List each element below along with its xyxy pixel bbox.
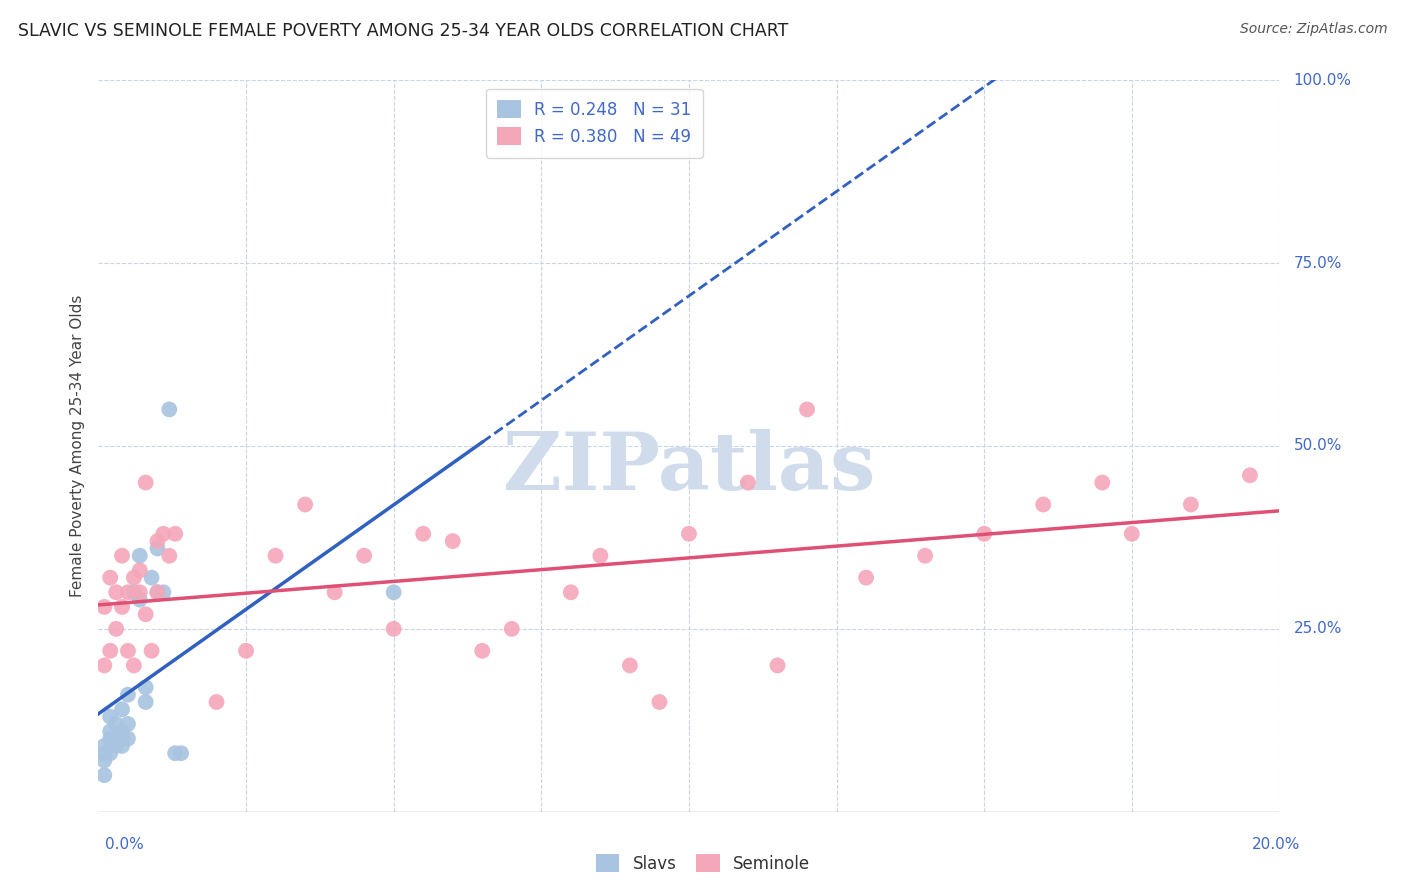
Point [294, 498, 316, 512]
Point [135, 475, 157, 490]
Text: 75.0%: 75.0% [1294, 256, 1341, 270]
Point [471, 644, 494, 658]
Point [98, 731, 121, 746]
Point [93, 754, 115, 768]
Point [128, 549, 150, 563]
Text: 100.0%: 100.0% [1294, 73, 1351, 87]
Point [135, 681, 157, 695]
Point [93, 658, 115, 673]
Point [737, 475, 759, 490]
Point [105, 717, 128, 731]
Text: 50.0%: 50.0% [1294, 439, 1341, 453]
Point [98, 644, 121, 658]
Point [560, 585, 582, 599]
Point [111, 724, 134, 739]
Point [117, 717, 139, 731]
Point [382, 622, 405, 636]
Point [157, 402, 180, 417]
Text: ZIPatlas: ZIPatlas [503, 429, 875, 507]
Point [141, 644, 163, 658]
Point [111, 549, 134, 563]
Point [146, 585, 169, 599]
Point [1121, 526, 1143, 541]
Point [98, 724, 121, 739]
Point [105, 585, 128, 599]
Point [117, 688, 139, 702]
Point [117, 644, 139, 658]
Point [796, 402, 818, 417]
Point [122, 585, 145, 599]
Text: SLAVIC VS SEMINOLE FEMALE POVERTY AMONG 25-34 YEAR OLDS CORRELATION CHART: SLAVIC VS SEMINOLE FEMALE POVERTY AMONG … [18, 22, 789, 40]
Point [117, 585, 139, 599]
Point [1032, 498, 1054, 512]
Point [235, 644, 257, 658]
Legend: Slavs, Seminole: Slavs, Seminole [589, 847, 817, 880]
Point [914, 549, 936, 563]
Point [323, 585, 346, 599]
Point [170, 746, 193, 760]
Point [264, 549, 287, 563]
Point [412, 526, 434, 541]
Legend: R = 0.248   N = 31, R = 0.380   N = 49: R = 0.248 N = 31, R = 0.380 N = 49 [486, 88, 703, 158]
Point [152, 526, 174, 541]
Point [1091, 475, 1114, 490]
Point [111, 599, 134, 614]
Point [141, 571, 163, 585]
Point [165, 746, 187, 760]
Point [501, 622, 523, 636]
Point [135, 607, 157, 622]
Point [128, 592, 150, 607]
Point [205, 695, 228, 709]
Point [589, 549, 612, 563]
Point [128, 563, 150, 577]
Text: 0.0%: 0.0% [105, 838, 145, 852]
Point [128, 585, 150, 599]
Point [1239, 468, 1261, 483]
Point [122, 571, 145, 585]
Point [111, 739, 134, 753]
Text: Source: ZipAtlas.com: Source: ZipAtlas.com [1240, 22, 1388, 37]
Point [382, 585, 405, 599]
Point [98, 571, 121, 585]
Point [146, 534, 169, 549]
Point [441, 534, 464, 549]
Point [648, 695, 671, 709]
Point [111, 702, 134, 716]
Point [152, 585, 174, 599]
Point [117, 731, 139, 746]
Y-axis label: Female Poverty Among 25-34 Year Olds: Female Poverty Among 25-34 Year Olds [69, 295, 84, 597]
Point [678, 526, 700, 541]
Point [98, 709, 121, 723]
Point [146, 541, 169, 556]
Point [146, 585, 169, 599]
Point [135, 695, 157, 709]
Point [353, 549, 375, 563]
Text: 25.0%: 25.0% [1294, 622, 1341, 636]
Point [766, 658, 789, 673]
Point [93, 599, 115, 614]
Point [1180, 498, 1202, 512]
Point [973, 526, 995, 541]
Point [98, 746, 121, 760]
Point [165, 526, 187, 541]
Point [105, 731, 128, 746]
Point [105, 739, 128, 753]
Point [93, 746, 115, 760]
Point [111, 731, 134, 746]
Point [93, 768, 115, 782]
Point [157, 549, 180, 563]
Point [619, 658, 641, 673]
Point [855, 571, 877, 585]
Point [105, 622, 128, 636]
Text: 20.0%: 20.0% [1253, 838, 1301, 852]
Point [122, 658, 145, 673]
Point [93, 739, 115, 753]
